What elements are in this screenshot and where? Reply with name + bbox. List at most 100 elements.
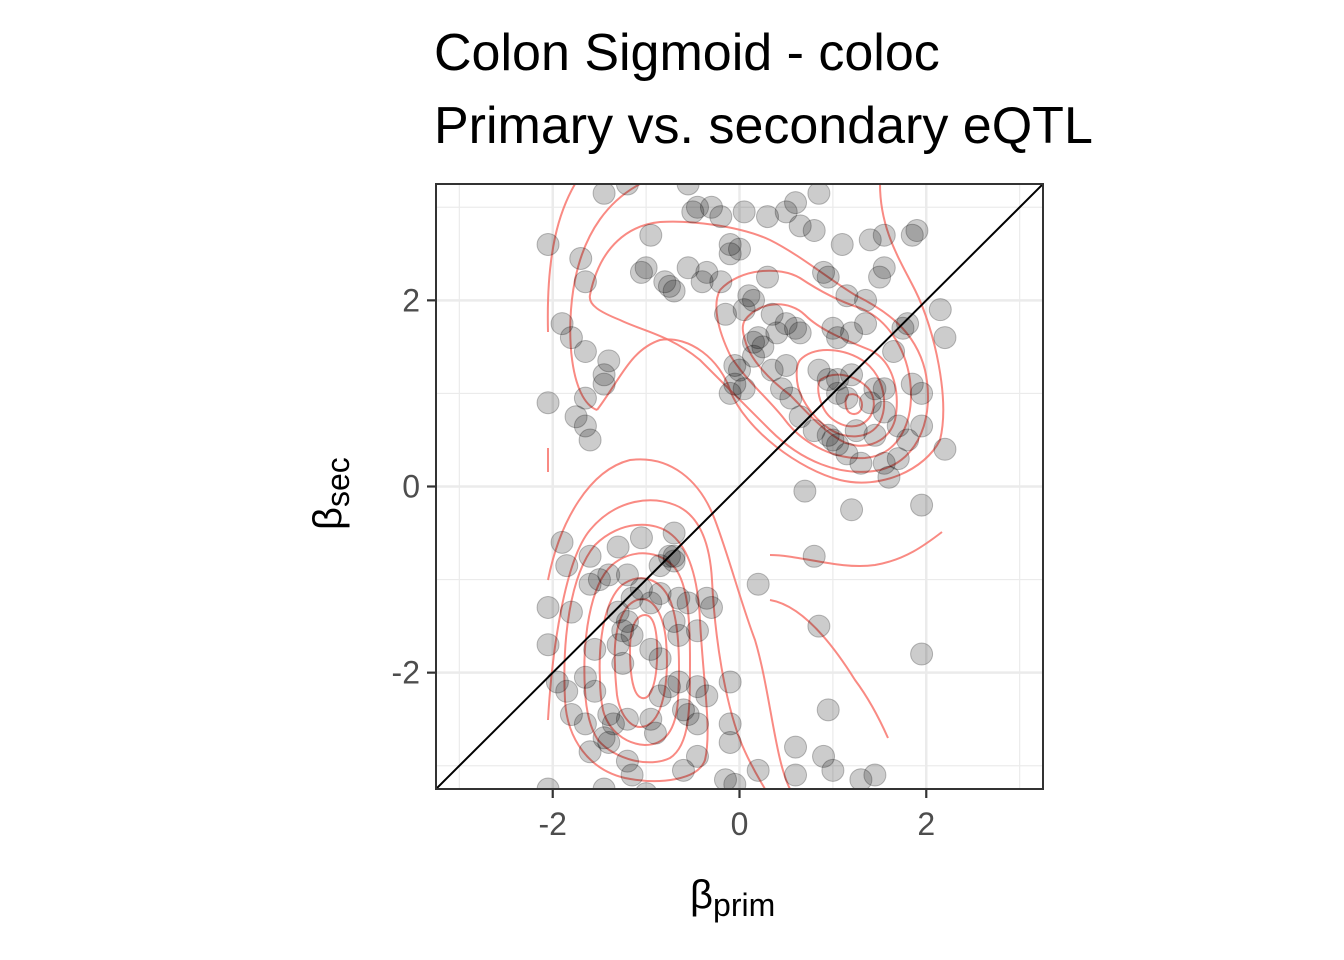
data-point: [662, 521, 686, 545]
data-point: [639, 637, 663, 661]
data-point: [774, 354, 798, 377]
data-point: [611, 619, 635, 643]
data-point: [713, 768, 737, 789]
data-point: [718, 712, 742, 736]
chart-title: Colon Sigmoid - coloc: [434, 24, 940, 82]
data-point: [868, 265, 892, 289]
data-point: [784, 316, 808, 340]
data-point: [536, 777, 560, 789]
data-point: [648, 582, 672, 606]
data-point: [648, 647, 672, 671]
data-point: [821, 316, 845, 340]
data-point: [858, 391, 882, 415]
data-point: [742, 330, 766, 354]
data-point: [699, 596, 723, 619]
data-point: [807, 184, 831, 205]
contour-line: [596, 184, 945, 484]
data-point: [732, 377, 756, 401]
data-point: [592, 372, 616, 396]
data-point: [812, 260, 836, 284]
density-contours: [546, 184, 945, 789]
data-point: [695, 684, 719, 708]
data-point: [676, 591, 700, 615]
data-point: [849, 768, 873, 789]
y-tick-label: -2: [392, 655, 420, 691]
data-point: [751, 335, 775, 359]
data-point: [900, 223, 924, 247]
data-point: [685, 712, 709, 736]
data-point: [676, 703, 700, 727]
data-point: [872, 223, 896, 247]
data-point: [872, 377, 896, 401]
data-point: [835, 284, 859, 308]
data-point: [718, 730, 742, 754]
data-point: [690, 270, 714, 294]
data-point: [657, 675, 681, 699]
identity-line: [436, 184, 1043, 789]
data-point: [933, 326, 957, 350]
data-point: [840, 498, 864, 522]
data-point: [695, 260, 719, 284]
x-tick-label: 0: [731, 806, 749, 842]
data-point: [802, 219, 826, 243]
data-point: [550, 530, 574, 554]
data-point: [793, 479, 817, 503]
grid-lines: [436, 184, 1043, 789]
data-point: [611, 651, 635, 675]
data-point: [615, 184, 639, 196]
data-point: [592, 184, 616, 205]
data-point: [770, 377, 794, 401]
data-point: [667, 670, 691, 694]
data-point: [891, 316, 915, 340]
data-point: [756, 205, 780, 229]
data-point: [872, 400, 896, 424]
data-point: [573, 665, 597, 689]
data-point: [779, 386, 803, 410]
data-point: [606, 535, 630, 559]
data-point: [732, 298, 756, 322]
data-point: [835, 386, 859, 410]
data-point: [802, 544, 826, 568]
data-point: [816, 265, 840, 289]
contour-line: [769, 599, 889, 739]
data-point: [583, 679, 607, 703]
data-point: [723, 772, 747, 789]
data-point: [802, 419, 826, 443]
data-point: [685, 675, 709, 699]
contour-line: [844, 393, 864, 415]
x-tick-label: 2: [917, 806, 935, 842]
data-point: [671, 698, 695, 722]
data-point: [681, 200, 705, 224]
data-point: [578, 740, 602, 764]
data-point: [592, 363, 616, 387]
data-point: [896, 312, 920, 336]
data-point: [662, 609, 686, 633]
x-axis-label: βprim: [690, 873, 775, 923]
data-point: [555, 554, 579, 578]
data-point: [816, 367, 840, 391]
data-point: [826, 326, 850, 350]
data-point: [709, 270, 733, 294]
contour-line: [741, 303, 898, 447]
contour-line: [547, 458, 791, 789]
data-point: [807, 358, 831, 382]
data-point: [774, 200, 798, 224]
data-point: [723, 372, 747, 396]
data-point: [573, 270, 597, 294]
data-point: [639, 707, 663, 731]
data-point: [601, 712, 625, 736]
data-point: [578, 572, 602, 596]
data-point: [620, 763, 644, 787]
data-point: [718, 670, 742, 694]
data-point: [830, 233, 854, 256]
data-point: [615, 563, 639, 587]
data-point: [746, 326, 770, 350]
data-point: [592, 777, 616, 789]
data-point: [877, 465, 901, 489]
contour-line: [629, 613, 659, 700]
data-point: [718, 242, 742, 266]
data-point: [765, 321, 789, 345]
data-point: [592, 726, 616, 750]
y-axis-label-symbol: β: [306, 507, 350, 530]
data-point: [606, 633, 630, 657]
